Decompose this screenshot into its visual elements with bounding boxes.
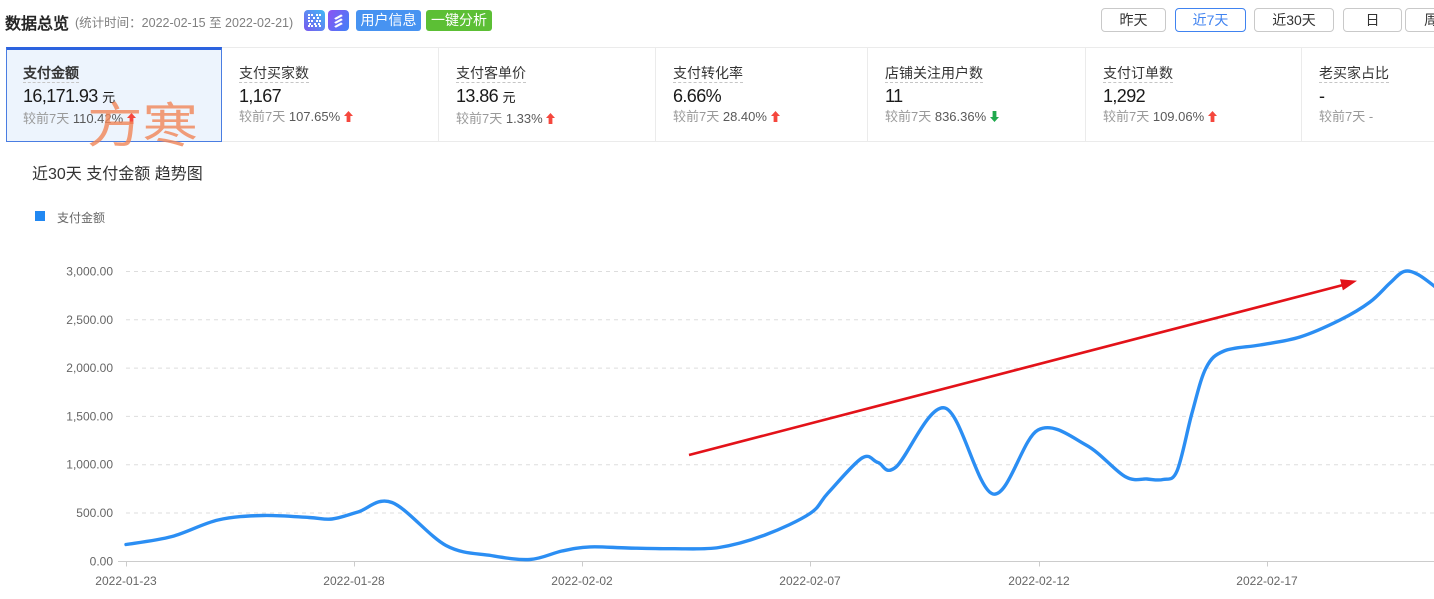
- svg-text:2022-02-12: 2022-02-12: [1008, 574, 1070, 588]
- svg-text:2022-02-17: 2022-02-17: [1236, 574, 1298, 588]
- svg-text:0.00: 0.00: [90, 554, 114, 568]
- svg-text:2,500.00: 2,500.00: [66, 313, 113, 327]
- svg-text:3,000.00: 3,000.00: [66, 265, 113, 279]
- svg-text:2022-01-23: 2022-01-23: [95, 574, 157, 588]
- svg-text:500.00: 500.00: [76, 506, 113, 520]
- svg-text:2022-02-02: 2022-02-02: [551, 574, 613, 588]
- svg-text:1,500.00: 1,500.00: [66, 409, 113, 423]
- svg-text:方寒: 方寒: [87, 100, 198, 153]
- svg-text:2022-01-28: 2022-01-28: [323, 574, 385, 588]
- svg-text:2022-02-07: 2022-02-07: [779, 574, 841, 588]
- svg-text:2,000.00: 2,000.00: [66, 361, 113, 375]
- svg-text:1,000.00: 1,000.00: [66, 458, 113, 472]
